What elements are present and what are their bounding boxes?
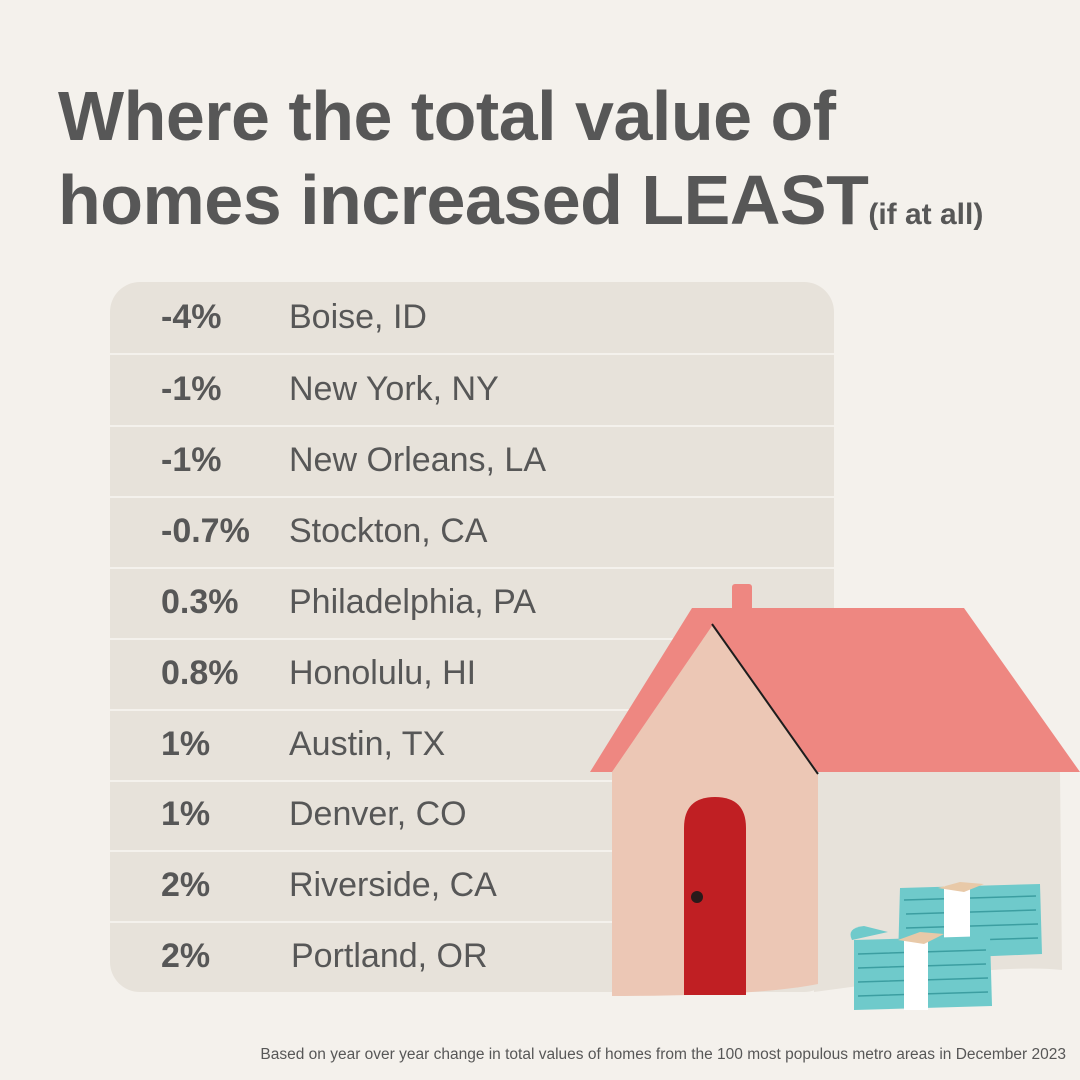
roof [590, 608, 1080, 772]
metro-name: Portland, OR [291, 937, 488, 975]
table-row: -4% Boise, ID [110, 282, 834, 355]
metro-name: Boise, ID [289, 298, 427, 336]
table-row: -0.7% Stockton, CA [110, 496, 834, 569]
table-row: -1% New Orleans, LA [110, 425, 834, 498]
row-divider [110, 353, 834, 355]
title-line-2-main: homes increased LEAST [58, 161, 869, 239]
title-line-2: homes increased LEAST(if at all) [58, 158, 983, 242]
title-line-1: Where the total value of [58, 77, 836, 155]
door [684, 797, 746, 995]
row-divider [110, 567, 834, 569]
row-divider [110, 425, 834, 427]
chimney [732, 584, 752, 614]
change-value: -1% [161, 370, 222, 408]
row-divider [110, 709, 834, 711]
row-divider [110, 850, 834, 852]
change-value: 2% [161, 937, 211, 975]
metro-name: Austin, TX [289, 725, 446, 763]
metro-name: New Orleans, LA [289, 441, 546, 479]
metro-name: Riverside, CA [289, 866, 497, 904]
change-value: -1% [161, 441, 222, 479]
table-row: 2% Portland, OR [110, 921, 834, 992]
change-value: -0.7% [161, 512, 250, 550]
house-illustration [590, 584, 1080, 1010]
metro-name: Philadelphia, PA [289, 583, 536, 621]
metro-name: Honolulu, HI [289, 654, 477, 692]
row-divider [110, 780, 834, 782]
change-value: -4% [161, 298, 222, 336]
table-row: 1% Denver, CO [110, 779, 834, 852]
change-value: 0.8% [161, 654, 239, 692]
change-value: 0.3% [161, 583, 239, 621]
table-row: 1% Austin, TX [110, 709, 834, 782]
metro-name: Denver, CO [289, 795, 467, 833]
metro-name: New York, NY [289, 370, 499, 408]
page-title: Where the total value of homes increased… [58, 74, 983, 242]
table-row: -1% New York, NY [110, 354, 834, 427]
change-value: 2% [161, 866, 211, 904]
metro-name: Stockton, CA [289, 512, 488, 550]
table-row: 2% Riverside, CA [110, 850, 834, 923]
change-value: 1% [161, 725, 211, 763]
row-divider [110, 496, 834, 498]
cash-stack-icon [850, 882, 1042, 1010]
table-row: 0.3% Philadelphia, PA [110, 567, 834, 640]
title-suffix: (if at all) [868, 198, 984, 231]
row-divider [110, 921, 834, 923]
roof-edge-line [711, 623, 819, 775]
row-divider [110, 638, 834, 640]
footnote: Based on year over year change in total … [260, 1046, 1066, 1063]
change-value: 1% [161, 795, 211, 833]
door-knob [691, 891, 703, 903]
table-row: 0.8% Honolulu, HI [110, 638, 834, 711]
